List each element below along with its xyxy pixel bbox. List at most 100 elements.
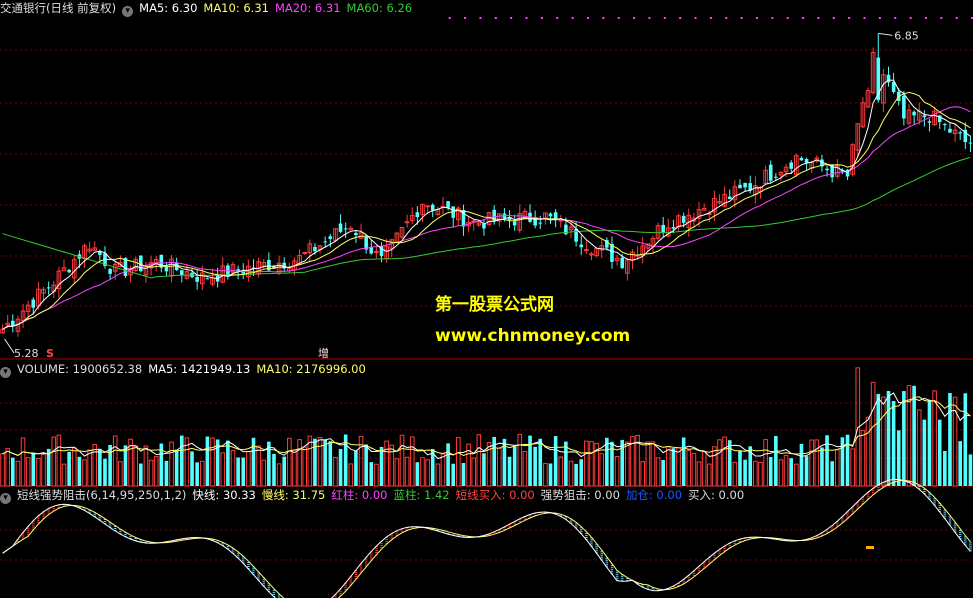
volume-bar-down (922, 419, 927, 486)
volume-bar-up (82, 459, 87, 487)
volume-bar-up (712, 446, 717, 487)
candle-down (482, 224, 486, 229)
volume-bar-up (814, 439, 820, 487)
ma60-line (2, 156, 971, 279)
candle-down (574, 228, 578, 242)
volume-bar-down (958, 441, 962, 486)
volume-bar-down (886, 390, 891, 486)
candle-up (169, 258, 174, 277)
candle-up (584, 249, 589, 252)
volume-bar-down (103, 458, 107, 486)
volume-bar-up (220, 452, 226, 487)
volume-bar-up (881, 396, 886, 487)
volume-bar-down (226, 440, 230, 486)
volume-bar-up (706, 463, 712, 487)
volume-bar-up (276, 463, 282, 487)
candle-down (748, 183, 753, 191)
volume-bar-down (912, 385, 916, 486)
candle-up (497, 213, 502, 222)
candle-down (912, 111, 916, 116)
volume-bar-up (650, 441, 656, 487)
candle-up (865, 90, 871, 108)
candle-down (605, 240, 609, 248)
volume-ma10-line (2, 396, 971, 457)
volume-bar-up (435, 463, 441, 487)
volume-bar-up (15, 460, 21, 487)
chevron-down-icon[interactable]: ▾ (0, 367, 11, 378)
signal-dot (617, 17, 620, 19)
candle-down (205, 278, 210, 280)
signal-dot (525, 17, 528, 19)
volume-bar-down (379, 446, 384, 486)
candle-up (906, 109, 912, 124)
volume-bar-up (522, 450, 528, 487)
candle-up (614, 257, 620, 262)
chevron-down-icon[interactable]: ▾ (122, 6, 134, 17)
volume-bar-up (952, 396, 958, 487)
candle-up (543, 212, 548, 219)
candle-down (789, 162, 794, 169)
volume-bar-down (272, 453, 276, 486)
volume-bar-down (67, 451, 71, 486)
signal-dot (556, 17, 559, 19)
candle-up (20, 310, 26, 322)
candle-up (399, 227, 405, 238)
volume-bar-up (850, 448, 855, 487)
candle-down (415, 212, 420, 218)
add-position-label: 加仓: 0.00 (625, 488, 683, 502)
volume-bar-down (574, 463, 578, 486)
candle-down (799, 157, 804, 161)
volume-bar-up (758, 461, 763, 487)
signal-dot (679, 17, 682, 19)
volume-bar-down (98, 448, 102, 486)
candle-up (333, 228, 338, 241)
candle-up (834, 165, 840, 177)
candle-down (507, 217, 512, 220)
volume-bar-down (579, 459, 584, 486)
volume-bar-up (696, 461, 702, 487)
volume-bar-up (665, 446, 671, 487)
volume-bar-down (943, 450, 947, 486)
volume-bar-up (128, 438, 133, 487)
volume-bar-down (205, 436, 210, 486)
candle-up (476, 222, 482, 226)
volume-bar-up (394, 458, 400, 487)
volume-bar-up (778, 459, 784, 487)
candle-up (778, 171, 784, 176)
candle-down (927, 121, 932, 123)
candle-up (794, 155, 799, 175)
signal-dot (771, 17, 774, 19)
volume-bar-up (906, 385, 912, 487)
volume-bar-down (799, 443, 804, 486)
volume-bar-down (937, 419, 942, 486)
volume-bar-up (655, 457, 661, 487)
candle-up (932, 110, 937, 126)
volume-bar-up (517, 433, 523, 487)
volume-bar-up (143, 445, 149, 487)
candle-down (958, 132, 962, 134)
volume-bar-up (783, 454, 789, 487)
volume-bar-down (512, 446, 517, 486)
volume-bar-down (748, 446, 753, 486)
volume-bar-down (323, 440, 327, 486)
volume-bar-down (896, 430, 901, 486)
signal-dot (740, 17, 743, 19)
volume-bar-up (409, 436, 415, 487)
ma60-label: MA60: 6.26 (346, 1, 413, 15)
volume-bar-down (354, 450, 358, 486)
candle-down (272, 266, 276, 269)
ma20-label: MA20: 6.31 (274, 1, 341, 15)
signal-dot (586, 17, 589, 19)
candle-down (461, 210, 466, 227)
candle-up (783, 166, 789, 173)
volume-bar-up (374, 463, 379, 487)
chevron-down-icon[interactable]: ▾ (0, 493, 11, 504)
signal-dot (663, 17, 666, 19)
indicator-name: 短线强势阻击(6,14,95,250,1,2) (17, 488, 187, 502)
s-marker: S (46, 347, 54, 360)
volume-bar-down (774, 435, 778, 486)
volume-bar-up (389, 444, 395, 487)
volume-bar-down (77, 456, 82, 486)
candle-up (420, 203, 425, 216)
